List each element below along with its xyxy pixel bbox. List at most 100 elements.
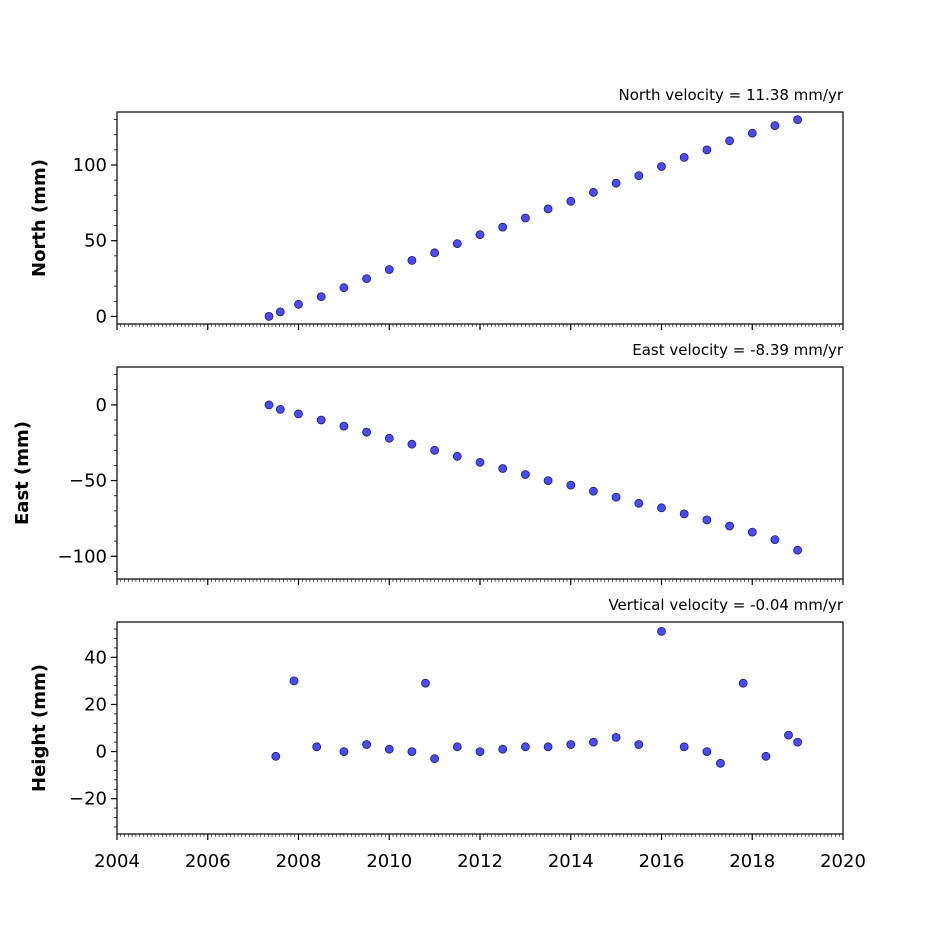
height-data-point [589, 737, 598, 747]
east-data-point [793, 545, 802, 555]
north-data-point [543, 204, 553, 214]
height-data-point [702, 747, 712, 756]
north-y-axis-label: North (mm) [29, 159, 50, 277]
north-data-point [725, 136, 734, 146]
height-data-point [339, 747, 349, 756]
east-data-point [384, 433, 394, 443]
height-data-point [679, 742, 689, 752]
east-data-point [589, 486, 598, 496]
height-data-point [452, 742, 462, 752]
north-y-tick-label: 100 [73, 155, 107, 176]
east-y-tick-label: −50 [69, 471, 107, 492]
north-data-point [316, 292, 326, 302]
east-data-point [407, 439, 417, 449]
north-data-point [498, 222, 508, 232]
height-data-point [611, 733, 621, 742]
height-data-point [521, 742, 530, 752]
north-data-point [475, 230, 485, 240]
height-y-tick-label: 0 [96, 742, 107, 763]
east-data-point [362, 427, 372, 437]
east-data-point [679, 509, 689, 519]
east-data-point [275, 404, 285, 414]
height-panel: −20 0 20 40 2004 2006 2008 2010 2012 2014 2016 201… [29, 596, 866, 872]
north-data-point [384, 265, 394, 274]
height-x-tick-label: 2006 [185, 851, 231, 872]
east-velocity-title: East velocity = -8.39 mm/yr [632, 341, 844, 359]
height-data-point [716, 758, 725, 768]
east-data-point [264, 400, 274, 410]
east-data-point [294, 409, 303, 419]
east-data-point [498, 464, 508, 473]
north-y-ticks: 0 50 100 [73, 119, 117, 327]
east-data-point [634, 498, 644, 508]
north-data-point [362, 274, 372, 284]
north-data-point [634, 171, 644, 181]
height-data-point [421, 678, 430, 688]
north-data-point [430, 248, 440, 258]
height-data-point [566, 740, 576, 749]
north-data-point [566, 196, 576, 206]
vertical-velocity-title: Vertical velocity = -0.04 mm/yr [608, 596, 843, 614]
north-data-point [521, 213, 530, 223]
east-points [264, 400, 802, 555]
east-data-point [611, 492, 621, 502]
east-data-point [566, 480, 576, 490]
height-data-point [657, 627, 666, 636]
north-data-point [679, 152, 689, 162]
height-x-ticks: 2004 2006 2008 2010 2012 2014 2016 2018 2020 [94, 834, 866, 872]
north-points [264, 115, 802, 321]
height-data-point [430, 754, 440, 763]
height-data-point [289, 676, 299, 686]
height-x-tick-label: 2010 [366, 851, 412, 872]
height-data-point [475, 747, 485, 756]
height-x-tick-label: 2004 [94, 851, 140, 872]
height-x-tick-label: 2016 [639, 851, 685, 872]
north-data-point [770, 121, 780, 130]
east-data-point [475, 457, 485, 467]
height-y-axis-label: Height (mm) [29, 664, 50, 792]
north-data-point [793, 115, 802, 124]
north-velocity-title: North velocity = 11.38 mm/yr [619, 86, 844, 104]
height-x-tick-label: 2020 [820, 851, 866, 872]
north-data-point [747, 128, 757, 138]
north-data-point [702, 145, 712, 155]
height-x-tick-label: 2008 [276, 851, 322, 872]
height-data-point [271, 751, 281, 761]
east-y-axis-label: East (mm) [12, 421, 33, 525]
north-data-point [611, 178, 621, 188]
north-data-point [264, 311, 274, 321]
east-data-point [770, 535, 780, 544]
east-data-point [725, 521, 734, 531]
east-panel: 0 −50 −100 East velocity = -8.39 mm/yr Eas… [12, 341, 844, 585]
north-data-point [657, 162, 666, 171]
height-data-point [543, 742, 553, 752]
height-x-tick-label: 2018 [729, 851, 775, 872]
height-data-point [784, 730, 793, 740]
north-data-point [275, 307, 285, 317]
north-y-tick-label: 0 [96, 306, 107, 327]
height-data-point [793, 737, 802, 747]
north-data-point [294, 299, 303, 309]
height-data-point [498, 744, 508, 754]
east-y-tick-label: −100 [58, 546, 107, 567]
height-y-tick-label: 40 [84, 647, 107, 668]
north-y-tick-label: 50 [84, 231, 107, 252]
east-data-point [452, 451, 462, 461]
east-data-point [657, 503, 666, 513]
height-data-point [362, 740, 372, 749]
height-y-ticks: −20 0 20 40 [69, 628, 117, 828]
east-data-point [543, 476, 553, 486]
north-panel: 0 50 100 North velocity = 11.38 mm/yr Nort… [29, 86, 844, 330]
height-points [271, 627, 802, 768]
height-data-point [312, 742, 322, 752]
east-y-ticks: 0 −50 −100 [58, 374, 117, 572]
east-y-tick-label: 0 [96, 395, 107, 416]
height-y-tick-label: 20 [84, 694, 107, 715]
north-data-point [589, 187, 598, 197]
height-x-tick-label: 2012 [457, 851, 503, 872]
east-data-point [430, 445, 440, 455]
height-data-point [738, 678, 748, 688]
height-x-tick-label: 2014 [548, 851, 594, 872]
